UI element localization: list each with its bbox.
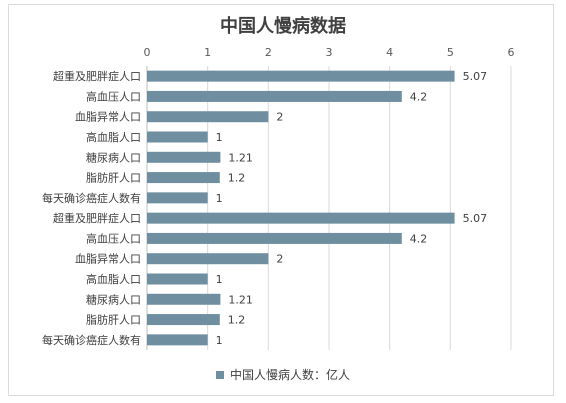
legend-label: 中国人慢病人数：亿人 <box>229 368 350 382</box>
bar <box>147 111 269 123</box>
category-label: 脂肪肝人口 <box>86 171 141 185</box>
chart-frame <box>8 4 554 396</box>
data-label: 1.2 <box>228 172 246 185</box>
bar <box>147 314 220 326</box>
data-label: 1.2 <box>228 314 246 327</box>
data-label: 1 <box>216 273 223 286</box>
x-tick-label: 5 <box>447 46 454 59</box>
category-label: 糖尿病人口 <box>86 292 141 306</box>
bar <box>147 273 208 285</box>
legend: 中国人慢病人数：亿人 <box>0 366 566 383</box>
bar <box>147 70 455 82</box>
data-label: 1.21 <box>228 151 253 164</box>
data-label: 4.2 <box>410 232 428 245</box>
category-label: 高血压人口 <box>86 89 141 103</box>
bar <box>147 172 220 184</box>
bar <box>147 293 221 305</box>
bar <box>147 131 208 143</box>
data-label: 1 <box>216 334 223 347</box>
bar <box>147 212 455 224</box>
data-label: 5.07 <box>463 212 488 225</box>
category-label: 高血脂人口 <box>86 272 141 286</box>
bar <box>147 192 208 204</box>
data-label: 1 <box>216 192 223 205</box>
category-label: 每天确诊癌症人数有 <box>42 333 141 347</box>
x-tick-label: 3 <box>326 46 333 59</box>
category-label: 每天确诊癌症人数有 <box>42 191 141 205</box>
category-label: 高血脂人口 <box>86 130 141 144</box>
category-label: 血脂异常人口 <box>75 252 141 266</box>
bar <box>147 253 269 265</box>
x-tick-label: 1 <box>204 46 211 59</box>
category-label: 超重及肥胖症人口 <box>53 69 141 83</box>
bar <box>147 334 208 346</box>
x-tick-label: 0 <box>144 46 151 59</box>
category-label: 超重及肥胖症人口 <box>53 211 141 225</box>
category-label: 糖尿病人口 <box>86 150 141 164</box>
bar <box>147 232 402 244</box>
x-tick-label: 6 <box>508 46 515 59</box>
x-tick-label: 4 <box>386 46 393 59</box>
data-label: 2 <box>276 253 283 266</box>
category-label: 血脂异常人口 <box>75 110 141 124</box>
data-label: 5.07 <box>463 70 488 83</box>
bar <box>147 151 221 163</box>
data-label: 1.21 <box>228 293 253 306</box>
data-label: 1 <box>216 131 223 144</box>
category-label: 高血压人口 <box>86 231 141 245</box>
category-label: 脂肪肝人口 <box>86 313 141 327</box>
bar <box>147 90 402 102</box>
x-tick-label: 2 <box>265 46 272 59</box>
data-label: 4.2 <box>410 90 428 103</box>
chart-title: 中国人慢病数据 <box>220 16 346 37</box>
data-label: 2 <box>276 111 283 124</box>
legend-swatch <box>215 370 224 379</box>
